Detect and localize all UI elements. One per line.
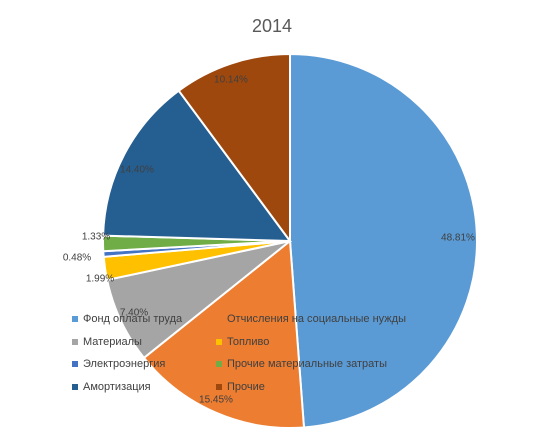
pie-slice — [177, 52, 291, 245]
legend-item-social: Отчисления на социальные нужды — [216, 313, 406, 325]
legend-swatch — [216, 338, 222, 345]
legend-item-depreciation: Амортизация — [72, 381, 216, 393]
legend: Фонд оплаты труда Отчисления на социальн… — [72, 308, 412, 398]
pie-slice — [142, 239, 306, 429]
legend-item-fuel: Топливо — [216, 336, 269, 348]
legend-item-materials: Материалы — [72, 336, 216, 348]
pie-slice — [102, 89, 293, 243]
slice-data-label: 15.45% — [199, 395, 233, 406]
legend-item-electricity: Электроэнергия — [72, 358, 216, 370]
chart-title: 2014 — [251, 16, 293, 36]
legend-swatch — [72, 361, 78, 368]
legend-item-other-material: Прочие материальные затраты — [216, 358, 387, 370]
pie-slice — [289, 52, 479, 429]
legend-item-fot: Фонд оплаты труда — [72, 313, 216, 325]
slice-data-label: 0.48% — [63, 253, 91, 264]
legend-swatch — [72, 316, 78, 323]
legend-swatch — [216, 316, 222, 323]
slice-data-label: 48.81% — [441, 233, 475, 244]
legend-swatch — [216, 383, 222, 390]
slice-data-label: 14.40% — [120, 165, 154, 176]
legend-label: Прочие — [227, 380, 265, 393]
legend-label: Электроэнергия — [83, 358, 166, 371]
slice-data-label: 1.99% — [86, 274, 114, 285]
legend-label: Отчисления на социальные нужды — [227, 313, 406, 326]
legend-label: Материалы — [83, 335, 142, 348]
slice-data-label: 7.40% — [120, 308, 148, 319]
legend-label: Топливо — [227, 335, 270, 348]
legend-swatch — [216, 361, 222, 368]
legend-label: Амортизация — [83, 380, 151, 393]
legend-label: Фонд оплаты труда — [83, 313, 183, 326]
legend-label: Прочие материальные затраты — [227, 358, 387, 371]
legend-swatch — [72, 383, 78, 390]
legend-swatch — [72, 338, 78, 345]
slice-data-label: 10.14% — [214, 75, 248, 86]
slice-data-label: 1.33% — [82, 232, 110, 243]
legend-item-other: Прочие — [216, 381, 265, 393]
